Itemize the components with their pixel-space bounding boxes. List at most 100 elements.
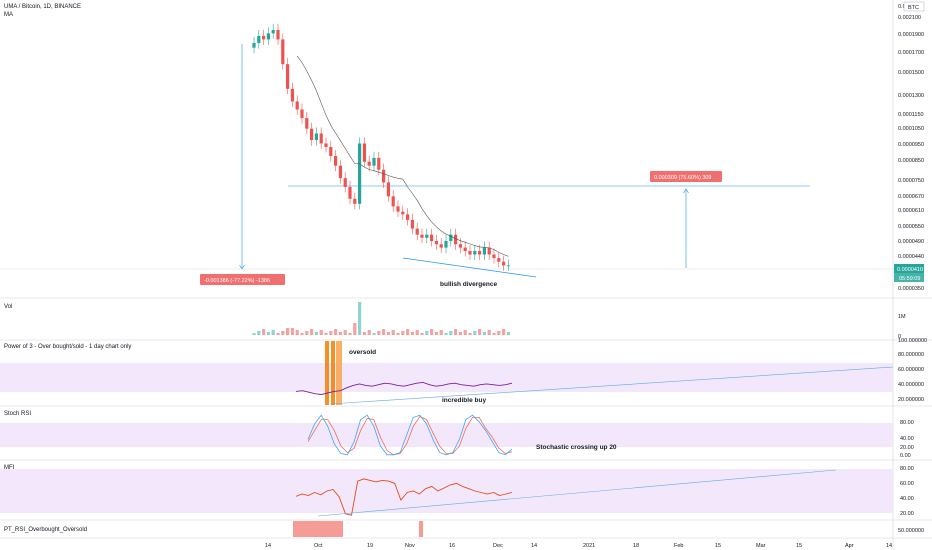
power3-tick: 60.000000	[898, 367, 924, 373]
ma-indicator-label[interactable]: MA	[4, 12, 13, 18]
time-tick: 14	[886, 543, 892, 549]
time-tick: Dec	[493, 543, 503, 549]
candle-body	[353, 198, 357, 204]
volume-bar	[252, 333, 256, 335]
stochrsi-tick: 20.00	[900, 445, 914, 451]
measure-down-tool[interactable]: -0.001386 (-77.22%) -1386	[200, 44, 285, 285]
mfi-tick: 40.00	[900, 496, 914, 502]
power3-label[interactable]: Power of 3 - Over bought/sold - 1 day ch…	[4, 344, 131, 350]
volume-tick-0: 0	[898, 334, 901, 340]
mfi-tick: 80.00	[900, 466, 914, 472]
volume-bar	[314, 332, 318, 335]
countdown-text: 05:59:09	[899, 276, 920, 282]
price-tick: 0.0000440	[898, 254, 924, 260]
volume-bar	[334, 329, 338, 335]
time-tick: 15	[715, 543, 721, 549]
candle-body	[454, 234, 458, 245]
time-tick: 16	[449, 543, 455, 549]
volume-bar	[386, 332, 390, 335]
ptrsi-label[interactable]: PT_RSI_Overbought_Oversold	[4, 527, 87, 533]
volume-bar	[271, 330, 275, 335]
volume-bars[interactable]	[252, 302, 510, 335]
symbol-title[interactable]: UMA / Bitcoin, 1D, BINANCE	[4, 4, 81, 10]
mfi-tick: 20.00	[900, 511, 914, 517]
volume-bar	[454, 329, 458, 335]
divergence-trendline[interactable]	[402, 257, 537, 278]
stochrsi-band	[0, 423, 893, 447]
incredible-buy-annotation: incredible buy	[442, 397, 486, 404]
power3-trendline[interactable]	[329, 366, 894, 405]
volume-bar	[372, 333, 376, 335]
price-tick: 0.0001700	[898, 50, 924, 56]
time-tick: 2021	[583, 543, 595, 549]
candle-body	[382, 169, 386, 183]
candle-body	[362, 143, 366, 162]
stochrsi-label[interactable]: Stoch RSI	[4, 411, 31, 417]
mfi-tick: 60.00	[900, 481, 914, 487]
volume-bar	[439, 330, 443, 335]
oversold-annotation: oversold	[349, 349, 376, 356]
candle-body	[444, 240, 448, 248]
candle-body	[262, 35, 266, 40]
power3-axis: 100.000000 80.000000 60.000000 40.000000 20.…	[898, 338, 927, 403]
time-tick: 18	[633, 543, 639, 549]
volume-bar	[300, 333, 304, 335]
candle-body	[506, 265, 510, 267]
time-tick: 15	[796, 543, 802, 549]
stochrsi-axis: 80.00 40.00 20.00 0.00	[900, 420, 914, 459]
stoch-k-line[interactable]	[307, 414, 513, 456]
candlesticks[interactable]	[252, 23, 510, 271]
volume-bar	[348, 333, 352, 335]
price-tick: 0.0000850	[898, 158, 924, 164]
candle-body	[396, 206, 400, 212]
price-axis[interactable]: 0.002100 0.0001900 0.0001700 0.0001500 0.000…	[898, 15, 924, 292]
power3-tick: 100.000000	[898, 338, 927, 344]
last-price-badge	[894, 264, 924, 273]
price-tick: 0.0001500	[898, 70, 924, 76]
stochrsi-tick: 40.00	[900, 436, 914, 442]
volume-bar	[425, 331, 429, 335]
bullish-divergence-annotation: bullish divergence	[440, 281, 497, 288]
candle-body	[334, 156, 338, 166]
mfi-label[interactable]: MFI	[4, 465, 15, 471]
time-axis[interactable]: 14 Oct 19 Nov 16 Dec 14 2021 18 Feb 15 Mar 15 Apr 14	[265, 543, 892, 549]
mfi-line[interactable]	[295, 478, 513, 516]
volume-bar	[463, 330, 467, 335]
volume-bar	[415, 330, 419, 335]
candle-body	[482, 247, 486, 255]
volume-bar	[434, 332, 438, 335]
power3-line[interactable]	[295, 381, 513, 395]
time-tick: 14	[531, 543, 537, 549]
measure-up-tag	[650, 171, 722, 182]
volume-label[interactable]: Vol	[4, 304, 12, 310]
candle-body	[305, 118, 309, 129]
ptrsi-oversold-block-1	[293, 521, 343, 537]
volume-bar	[487, 330, 491, 335]
stoch-d-line[interactable]	[307, 415, 513, 456]
volume-bar	[290, 328, 294, 335]
candle-body	[266, 33, 270, 40]
candle-body	[420, 234, 424, 238]
time-tick: Nov	[405, 543, 415, 549]
mfi-trendline[interactable]	[317, 469, 837, 517]
candle-body	[463, 247, 467, 252]
candle-body	[290, 88, 294, 102]
countdown-badge	[894, 273, 924, 282]
volume-bar	[319, 330, 323, 335]
volume-bar	[310, 329, 314, 335]
measure-up-tool[interactable]: 0.000309 (75.60%) 309	[288, 171, 810, 268]
candle-body	[497, 258, 501, 262]
volume-bar	[492, 333, 496, 335]
volume-bar	[305, 331, 309, 335]
volume-bar	[343, 330, 347, 335]
candle-body	[281, 39, 285, 65]
currency-badge[interactable]	[903, 1, 925, 12]
measure-up-text: 0.000309 (75.60%) 309	[654, 175, 712, 181]
candle-body	[324, 143, 328, 147]
volume-bar	[458, 332, 462, 335]
candle-body	[271, 29, 275, 34]
volume-bar	[430, 329, 434, 335]
candle-body	[478, 251, 482, 255]
moving-average-line[interactable]	[296, 55, 509, 257]
